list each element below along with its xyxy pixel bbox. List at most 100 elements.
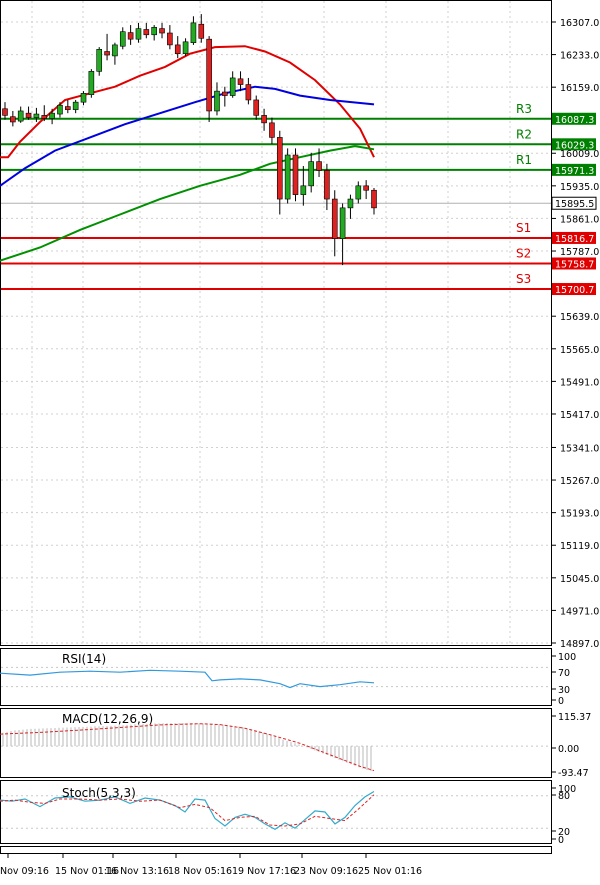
rsi-panel-frame — [0, 648, 552, 706]
candles — [2, 14, 377, 266]
time-tick-label: Nov 09:16 — [0, 866, 49, 877]
current-price-label: 15895.5 — [555, 199, 594, 210]
level-price-label: 15758.7 — [555, 259, 594, 270]
level-name-s1: S1 — [516, 221, 531, 235]
level-price-label: 15700.7 — [555, 285, 594, 296]
bearish-candle — [25, 112, 32, 118]
bullish-candle — [57, 104, 63, 115]
bottom-panel-frame — [0, 846, 552, 854]
time-tick-label: 23 Nov 09:16 — [294, 866, 358, 877]
indicator-tick-label: 100 — [558, 784, 576, 795]
bearish-candle — [237, 78, 244, 85]
bearish-candle — [324, 170, 330, 200]
macd-panel-frame — [0, 708, 552, 778]
bullish-candle — [347, 198, 354, 209]
bearish-candle — [222, 91, 228, 96]
level-name-s3: S3 — [516, 272, 531, 286]
rsi-label: RSI(14) — [62, 652, 106, 666]
level-price-box — [552, 257, 596, 270]
bullish-candle — [229, 77, 236, 96]
bullish-candle — [96, 49, 103, 72]
price-tick-label: 15861.0 — [560, 214, 599, 225]
price-tick-label: 15045.0 — [560, 574, 599, 585]
bullish-candle — [17, 110, 24, 122]
time-tick-label: 19 Nov 17:16 — [232, 866, 296, 877]
time-tick-label: 16 Nov 13:16 — [105, 866, 169, 877]
price-tick-label: 14897.0 — [560, 639, 599, 650]
price-axis: 16307.0 16233.0 16159.0 16009.0 15935.0 15861… — [551, 18, 599, 650]
bearish-candle — [316, 161, 322, 171]
moving-average-line — [0, 145, 375, 262]
bullish-candle — [72, 101, 79, 110]
bearish-candle — [253, 99, 260, 116]
bullish-candle — [80, 93, 87, 103]
bearish-candle — [276, 137, 283, 200]
moving-averages — [0, 45, 375, 262]
indicator-tick-label: 0 — [558, 696, 564, 707]
bullish-candle — [308, 161, 314, 187]
level-name-r1: R1 — [516, 153, 532, 167]
level-price-label: 15816.7 — [555, 234, 594, 245]
price-tick-label: 15341.0 — [560, 443, 599, 454]
level-price-box — [552, 163, 596, 176]
indicator-tick-label: -93.47 — [558, 768, 589, 779]
level-price-box — [552, 231, 596, 244]
indicator-tick-label: 30 — [558, 685, 570, 696]
level-name-s2: S2 — [516, 246, 531, 260]
bearish-candle — [292, 154, 299, 195]
bullish-candle — [33, 113, 40, 118]
bearish-candle — [198, 23, 205, 39]
price-tick-label: 15565.0 — [560, 345, 599, 356]
grid — [1, 1, 551, 645]
bearish-candle — [245, 84, 252, 101]
price-tick-label: 16233.0 — [560, 51, 599, 62]
level-price-label: 15971.3 — [555, 166, 594, 177]
stoch-label: Stoch(5,3,3) — [62, 786, 136, 800]
time-tick-label: 25 Nov 01:16 — [358, 866, 422, 877]
macd-label: MACD(12,26,9) — [62, 712, 153, 726]
bearish-candle — [104, 51, 110, 56]
indicator-tick-label: 0.00 — [558, 744, 579, 755]
time-tick-label: 15 Nov 01:16 — [55, 866, 119, 877]
bullish-candle — [284, 154, 291, 200]
bullish-candle — [119, 31, 126, 47]
price-tick-label: 15267.0 — [560, 476, 599, 487]
bullish-candle — [214, 90, 220, 112]
bullish-candle — [135, 28, 142, 40]
current-price-box — [551, 196, 597, 210]
indicator-tick-label: 0 — [558, 835, 564, 846]
price-tick-label: 15491.0 — [560, 377, 599, 388]
level-name-r2: R2 — [516, 127, 532, 141]
rsi-line — [0, 669, 375, 689]
bearish-candle — [10, 116, 16, 123]
bearish-candle — [269, 122, 275, 138]
price-tick-label: 15639.0 — [560, 312, 599, 323]
indicator-tick-label: 20 — [558, 827, 570, 838]
bearish-candle — [206, 38, 212, 112]
price-tick-label: 14971.0 — [560, 606, 599, 617]
bullish-candle — [190, 22, 197, 44]
bearish-candle — [143, 29, 150, 36]
price-tick-label: 15787.0 — [560, 247, 599, 258]
stoch-panel-frame — [0, 780, 552, 844]
price-tick-label: 15417.0 — [560, 410, 599, 421]
bullish-candle — [112, 44, 118, 57]
level-price-label: 16029.3 — [555, 140, 594, 151]
stoch-k-line — [0, 790, 375, 830]
price-tick-label: 15193.0 — [560, 509, 599, 520]
bearish-candle — [174, 44, 181, 55]
indicator-tick-label: 100 — [558, 652, 576, 663]
bullish-candle — [355, 185, 362, 200]
level-price-box — [552, 283, 596, 296]
price-tick-label: 15935.0 — [560, 182, 599, 193]
bearish-candle — [127, 32, 134, 40]
macd-signal-line — [0, 723, 375, 772]
support-resistance-levels: R3 16087.3 R2 16029.3 R1 15971.3 S1 15816.7 S2 15… — [1, 102, 597, 296]
stoch-d-line — [0, 794, 375, 827]
moving-average-line — [0, 45, 375, 159]
bullish-candle — [151, 26, 157, 36]
bearish-candle — [159, 28, 165, 34]
